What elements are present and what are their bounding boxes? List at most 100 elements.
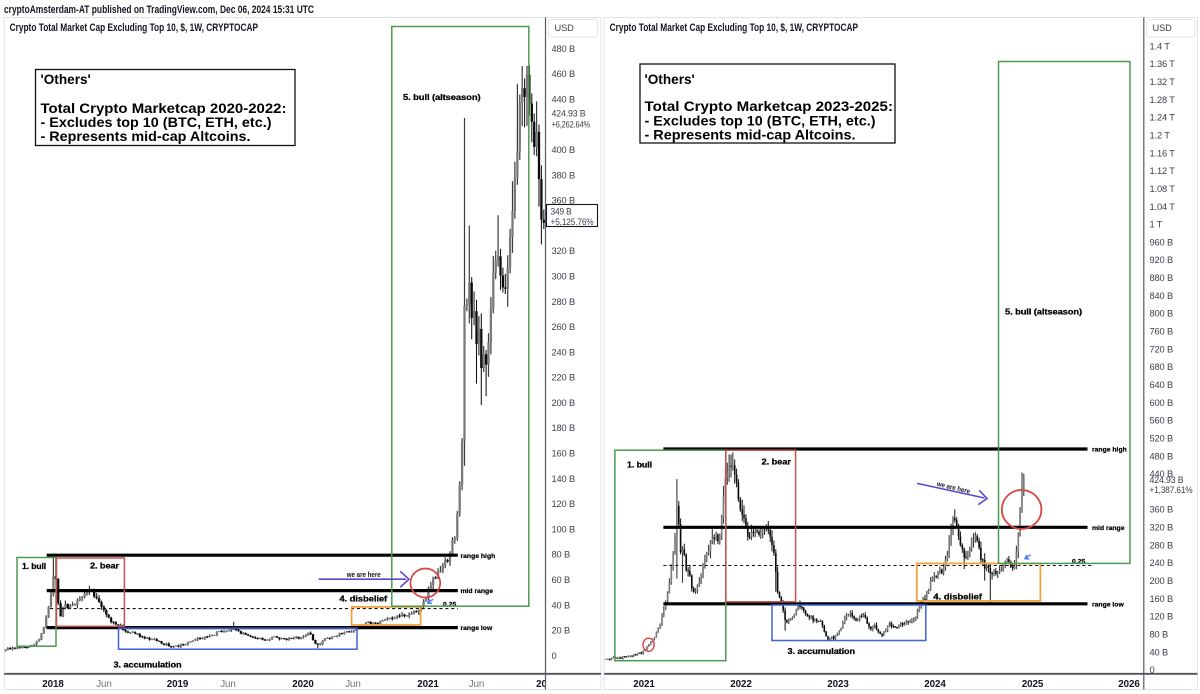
svg-text:480 B: 480 B (552, 44, 576, 54)
svg-text:'Others': 'Others' (645, 72, 695, 87)
svg-text:5. bull (altseason): 5. bull (altseason) (1005, 306, 1082, 316)
svg-text:200 B: 200 B (552, 398, 576, 408)
svg-text:range low: range low (461, 625, 493, 632)
svg-text:'Others': 'Others' (41, 72, 91, 87)
svg-text:+5,125.76%: +5,125.76% (551, 217, 594, 227)
svg-text:1. bull: 1. bull (22, 561, 46, 571)
svg-text:20 B: 20 B (552, 626, 571, 636)
svg-text:Jun: Jun (345, 679, 361, 690)
svg-text:USD: USD (555, 23, 575, 33)
svg-text:120 B: 120 B (552, 499, 576, 509)
svg-text:USD: USD (1153, 23, 1173, 33)
svg-text:720 B: 720 B (1150, 344, 1174, 354)
svg-text:1.08 T: 1.08 T (1150, 184, 1176, 194)
svg-text:1. bull: 1. bull (627, 459, 652, 469)
svg-text:800 B: 800 B (1150, 309, 1174, 319)
svg-text:0: 0 (552, 651, 557, 661)
svg-text:2021: 2021 (633, 679, 655, 690)
svg-text:2022: 2022 (536, 679, 558, 690)
svg-text:160 B: 160 B (552, 449, 576, 459)
svg-text:1.16 T: 1.16 T (1150, 148, 1176, 158)
svg-text:+1,387.61%: +1,387.61% (1150, 485, 1193, 495)
svg-text:1.36 T: 1.36 T (1150, 59, 1176, 69)
svg-text:920 B: 920 B (1150, 255, 1174, 265)
svg-text:220 B: 220 B (552, 373, 576, 383)
svg-text:range high: range high (1092, 446, 1127, 453)
svg-text:1.24 T: 1.24 T (1150, 113, 1176, 123)
svg-text:240 B: 240 B (552, 347, 576, 357)
svg-text:Total Crypto Marketcap 2023-20: Total Crypto Marketcap 2023-2025: (645, 99, 894, 114)
svg-text:3. accumulation: 3. accumulation (788, 646, 856, 656)
svg-text:180 B: 180 B (552, 423, 576, 433)
svg-text:460 B: 460 B (552, 69, 576, 79)
svg-text:Jun: Jun (469, 679, 485, 690)
svg-text:range low: range low (1092, 601, 1124, 608)
svg-text:2. bear: 2. bear (762, 457, 792, 467)
svg-text:range high: range high (461, 553, 496, 560)
svg-text:1.28 T: 1.28 T (1150, 95, 1176, 105)
svg-text:260 B: 260 B (552, 322, 576, 332)
svg-text:440 B: 440 B (1150, 469, 1174, 479)
svg-text:- Excludes top 10 (BTC, ETH, e: - Excludes top 10 (BTC, ETH, etc.) (645, 114, 876, 129)
svg-text:840 B: 840 B (1150, 291, 1174, 301)
svg-text:80 B: 80 B (552, 550, 571, 560)
svg-text:3. accumulation: 3. accumulation (114, 660, 182, 670)
svg-text:40 B: 40 B (552, 600, 571, 610)
svg-text:140 B: 140 B (552, 474, 576, 484)
svg-text:0.25: 0.25 (443, 602, 456, 609)
svg-text:Crypto Total Market Cap Exclud: Crypto Total Market Cap Excluding Top 10… (610, 22, 859, 34)
svg-text:424.93 B: 424.93 B (1150, 475, 1184, 485)
svg-text:2022: 2022 (730, 679, 752, 690)
svg-text:120 B: 120 B (1150, 612, 1174, 622)
svg-text:1.12 T: 1.12 T (1150, 166, 1176, 176)
svg-text:280 B: 280 B (1150, 540, 1174, 550)
svg-text:360 B: 360 B (1150, 505, 1174, 515)
svg-text:560 B: 560 B (1150, 416, 1174, 426)
svg-text:- Represents mid-cap Altcoins.: - Represents mid-cap Altcoins. (41, 129, 251, 144)
svg-text:880 B: 880 B (1150, 273, 1174, 283)
svg-text:400 B: 400 B (552, 145, 576, 155)
svg-text:380 B: 380 B (552, 170, 576, 180)
svg-text:2. bear: 2. bear (90, 560, 120, 570)
svg-text:5. bull (altseason): 5. bull (altseason) (403, 92, 481, 102)
svg-text:520 B: 520 B (1150, 433, 1174, 443)
svg-text:2026: 2026 (1118, 679, 1140, 690)
svg-text:160 B: 160 B (1150, 594, 1174, 604)
svg-text:480 B: 480 B (1150, 451, 1174, 461)
svg-text:320 B: 320 B (1150, 523, 1174, 533)
svg-text:Jun: Jun (96, 679, 112, 690)
svg-text:60 B: 60 B (552, 575, 571, 585)
svg-text:+6,262.64%: +6,262.64% (552, 120, 591, 130)
svg-text:680 B: 680 B (1150, 362, 1174, 372)
svg-text:2025: 2025 (1022, 679, 1044, 690)
svg-text:4. disbelief: 4. disbelief (339, 594, 387, 604)
svg-text:300 B: 300 B (552, 272, 576, 282)
svg-text:Total Crypto Marketcap 2020-20: Total Crypto Marketcap 2020-2022: (41, 101, 287, 116)
svg-text:0.25: 0.25 (1072, 558, 1085, 565)
svg-text:200 B: 200 B (1150, 576, 1174, 586)
svg-text:4. disbelief: 4. disbelief (933, 592, 982, 602)
svg-text:424.93 B: 424.93 B (552, 109, 586, 119)
svg-text:1.32 T: 1.32 T (1150, 77, 1176, 87)
svg-text:2021: 2021 (417, 679, 439, 690)
svg-text:mid range: mid range (1092, 525, 1125, 532)
svg-text:- Excludes top 10 (BTC, ETH, e: - Excludes top 10 (BTC, ETH, etc.) (41, 115, 272, 130)
svg-text:100 B: 100 B (552, 524, 576, 534)
svg-text:Jun: Jun (220, 679, 236, 690)
svg-text:1.04 T: 1.04 T (1150, 202, 1176, 212)
svg-text:1 T: 1 T (1150, 220, 1163, 230)
svg-text:- Represents mid-cap Altcoins.: - Represents mid-cap Altcoins. (645, 128, 856, 143)
svg-text:1.2 T: 1.2 T (1150, 131, 1171, 141)
svg-text:cryptoAmsterdam-AT published o: cryptoAmsterdam-AT published on TradingV… (4, 4, 314, 16)
svg-text:2024: 2024 (924, 679, 946, 690)
svg-text:360 B: 360 B (552, 196, 576, 206)
svg-text:240 B: 240 B (1150, 558, 1174, 568)
svg-text:2023: 2023 (827, 679, 849, 690)
svg-text:2018: 2018 (42, 679, 64, 690)
svg-text:760 B: 760 B (1150, 327, 1174, 337)
svg-text:280 B: 280 B (552, 297, 576, 307)
svg-text:320 B: 320 B (552, 246, 576, 256)
svg-text:1.4 T: 1.4 T (1150, 41, 1171, 51)
svg-text:80 B: 80 B (1150, 630, 1169, 640)
svg-text:640 B: 640 B (1150, 380, 1174, 390)
